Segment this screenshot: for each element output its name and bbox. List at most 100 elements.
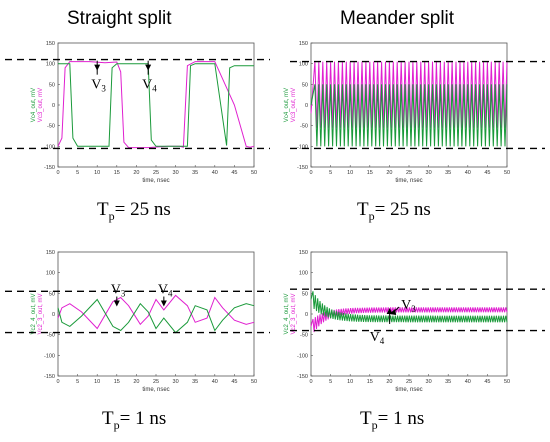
x-tick-label: 20 (386, 170, 392, 176)
y-tick-label: 100 (46, 62, 55, 68)
annotation-label-v4: V4 (158, 283, 173, 299)
plot-frame-bl (57, 251, 255, 377)
x-tick-label: 35 (445, 170, 451, 176)
x-axis-label: time, nsec (395, 387, 422, 393)
x-tick-label: 0 (56, 379, 59, 385)
annotation-arrowhead (160, 300, 167, 307)
x-tick-label: 50 (504, 170, 510, 176)
x-tick-label: 10 (347, 170, 353, 176)
x-tick-label: 45 (484, 379, 490, 385)
y-tick-label: -50 (300, 333, 308, 339)
annotation-label-v4: V4 (142, 78, 157, 94)
annotation-label-v4: V4 (370, 330, 385, 346)
y-tick-label: -100 (297, 353, 308, 359)
y-axis-label-green: Vc4_out, mV (31, 88, 37, 122)
meander-split-title: Meander split (340, 8, 455, 29)
x-tick-label: 50 (504, 379, 510, 385)
x-tick-label: 50 (251, 379, 257, 385)
x-tick-label: 25 (406, 170, 412, 176)
series-line-v3 (310, 61, 508, 128)
x-tick-label: 45 (231, 170, 237, 176)
x-tick-label: 20 (133, 170, 139, 176)
x-tick-label: 30 (173, 379, 179, 385)
x-tick-label: 45 (231, 379, 237, 385)
annotation-label-v3: V3 (91, 78, 106, 94)
x-tick-label: 20 (386, 379, 392, 385)
y-axis-label-green: Vc2_4_out, mV (284, 293, 290, 334)
y-tick-label: -150 (44, 374, 55, 380)
x-tick-label: 15 (114, 170, 120, 176)
y-tick-label: 150 (46, 41, 55, 47)
y-tick-label: 100 (299, 271, 308, 277)
series-line-v4 (310, 84, 508, 147)
x-tick-label: 15 (367, 170, 373, 176)
x-tick-label: 40 (465, 379, 471, 385)
y-tick-label: 50 (302, 291, 308, 297)
y-tick-label: -50 (47, 124, 55, 130)
annotation-arrowhead (386, 307, 393, 314)
y-axis-label-magenta: Vc3_out, mV (38, 88, 44, 122)
y-tick-label: 0 (52, 312, 55, 318)
y-tick-label: -100 (44, 144, 55, 150)
y-tick-label: -100 (44, 353, 55, 359)
y-axis-label-green: Vc2_4_out, mV (31, 293, 37, 334)
x-tick-label: 20 (133, 379, 139, 385)
x-axis-label: time, nsec (142, 178, 169, 184)
x-tick-label: 5 (76, 379, 79, 385)
x-tick-label: 0 (56, 170, 59, 176)
y-tick-label: -50 (300, 124, 308, 130)
y-tick-label: -50 (47, 333, 55, 339)
annotation-label-v3: V3 (111, 283, 126, 299)
y-tick-label: -150 (297, 165, 308, 171)
y-tick-label: 50 (49, 82, 55, 88)
straight-split-title: Straight split (67, 8, 172, 29)
x-tick-label: 5 (329, 170, 332, 176)
x-axis-label: time, nsec (395, 178, 422, 184)
y-axis-label-magenta: Vc2_3_out, mV (291, 293, 297, 334)
y-tick-label: -100 (297, 144, 308, 150)
x-tick-label: 10 (94, 170, 100, 176)
y-tick-label: -150 (297, 374, 308, 380)
series-line-v4 (58, 63, 254, 147)
x-tick-label: 30 (426, 379, 432, 385)
series-line-v4 (310, 291, 508, 323)
x-tick-label: 40 (212, 379, 218, 385)
series-line-v3 (310, 307, 508, 333)
x-tick-label: 25 (153, 170, 159, 176)
y-axis-label-green: Vc4_out, mV (284, 88, 290, 122)
y-tick-label: 50 (302, 82, 308, 88)
x-tick-label: 25 (406, 379, 412, 385)
caption-bottom-left: Tp= 1 ns (102, 408, 167, 432)
x-tick-label: 35 (192, 379, 198, 385)
x-tick-label: 50 (251, 170, 257, 176)
caption-top-right: Tp= 25 ns (357, 199, 431, 223)
x-tick-label: 40 (465, 170, 471, 176)
series-line-v4 (57, 298, 255, 334)
y-tick-label: -150 (44, 165, 55, 171)
x-tick-label: 15 (367, 379, 373, 385)
x-tick-label: 45 (484, 170, 490, 176)
y-axis-label-magenta: Vc3_out, mV (291, 88, 297, 122)
y-tick-label: 100 (299, 62, 308, 68)
y-tick-label: 0 (52, 103, 55, 109)
y-tick-label: 100 (46, 271, 55, 277)
x-tick-label: 35 (192, 170, 198, 176)
y-tick-label: 150 (299, 250, 308, 256)
annotation-arrowhead (113, 300, 120, 307)
annotation-label-v3: V3 (401, 298, 416, 314)
x-tick-label: 25 (153, 379, 159, 385)
y-tick-label: 0 (305, 103, 308, 109)
x-tick-label: 15 (114, 379, 120, 385)
x-tick-label: 10 (94, 379, 100, 385)
x-tick-label: 0 (309, 170, 312, 176)
x-tick-label: 5 (76, 170, 79, 176)
y-tick-label: 150 (299, 41, 308, 47)
series-line-v3 (57, 294, 255, 330)
caption-bottom-right: Tp= 1 ns (360, 408, 425, 432)
x-tick-label: 35 (445, 379, 451, 385)
x-tick-label: 0 (309, 379, 312, 385)
y-axis-label-magenta: Vc2_3_out, mV (38, 293, 44, 334)
x-tick-label: 30 (426, 170, 432, 176)
y-tick-label: 150 (46, 250, 55, 256)
